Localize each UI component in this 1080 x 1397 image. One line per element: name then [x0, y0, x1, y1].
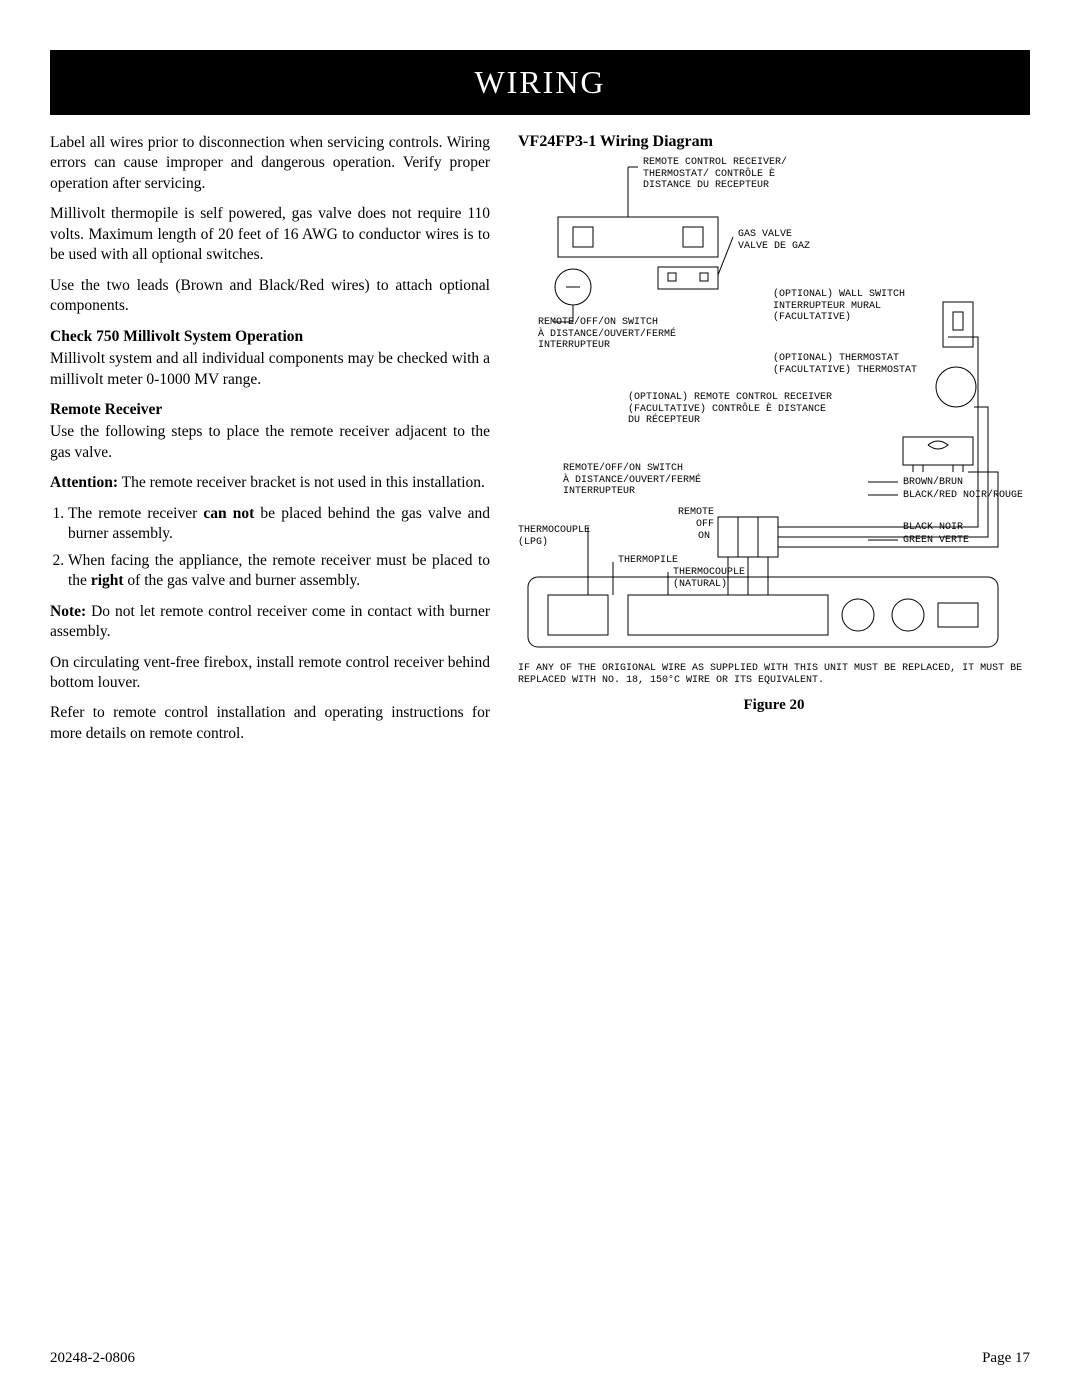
label-wall-switch: (OPTIONAL) WALL SWITCH INTERRUPTEUR MURA…	[773, 289, 905, 324]
page-footer: 20248-2-0806 Page 17	[50, 1350, 1030, 1367]
subhead-remote: Remote Receiver	[50, 400, 490, 420]
label-black-red: BLACK/RED NOIR/ROUGE	[903, 490, 1023, 502]
label-receiver-thermostat: REMOTE CONTROL RECEIVER/ THERMOSTAT/ CON…	[643, 157, 787, 192]
para-attention: Attention: The remote receiver bracket i…	[50, 473, 490, 493]
diagram-footnote: IF ANY OF THE ORIGIONAL WIRE AS SUPPLIED…	[518, 663, 1030, 687]
label-remote-receiver-opt: (OPTIONAL) REMOTE CONTROL RECEIVER (FACU…	[628, 392, 832, 427]
note-label: Note:	[50, 603, 86, 620]
label-on: ON	[698, 531, 710, 543]
label-thermopile: THERMOPILE	[618, 555, 678, 567]
section-banner: WIRING	[50, 50, 1030, 115]
step-1: The remote receiver can not be placed be…	[68, 504, 490, 545]
diagram-title: VF24FP3-1 Wiring Diagram	[518, 133, 1030, 151]
right-column: VF24FP3-1 Wiring Diagram	[518, 133, 1030, 754]
attention-label: Attention:	[50, 474, 118, 491]
footer-left: 20248-2-0806	[50, 1350, 135, 1367]
left-column: Label all wires prior to disconnection w…	[50, 133, 490, 754]
content-columns: Label all wires prior to disconnection w…	[50, 133, 1030, 754]
para-2: Millivolt thermopile is self powered, ga…	[50, 204, 490, 265]
label-off: OFF	[696, 519, 714, 531]
label-black: BLACK NOIR	[903, 522, 963, 534]
label-gas-valve: GAS VALVE VALVE DE GAZ	[738, 229, 810, 252]
label-thermocouple-nat: THERMOCOUPLE (NATURAL)	[673, 567, 745, 590]
label-remote-switch-mid: REMOTE/OFF/ON SWITCH À DISTANCE/OUVERT/F…	[563, 463, 701, 498]
step-2b: right	[91, 572, 124, 589]
para-4: Millivolt system and all individual comp…	[50, 349, 490, 390]
label-remote: REMOTE	[678, 507, 714, 519]
step-2: When facing the appliance, the remote re…	[68, 551, 490, 592]
step-1b: can not	[203, 505, 254, 522]
wiring-diagram: REMOTE CONTROL RECEIVER/ THERMOSTAT/ CON…	[518, 157, 1030, 657]
para-note: Note: Do not let remote control receiver…	[50, 602, 490, 643]
label-green: GREEN VERTE	[903, 535, 969, 547]
attention-text: The remote receiver bracket is not used …	[118, 474, 485, 491]
step-1a: The remote receiver	[68, 505, 203, 522]
para-1: Label all wires prior to disconnection w…	[50, 133, 490, 194]
label-remote-switch-top: REMOTE/OFF/ON SWITCH À DISTANCE/OUVERT/F…	[538, 317, 676, 352]
step-2c: of the gas valve and burner assembly.	[124, 572, 361, 589]
para-9: Refer to remote control installation and…	[50, 703, 490, 744]
para-5: Use the following steps to place the rem…	[50, 422, 490, 463]
subhead-millivolt: Check 750 Millivolt System Operation	[50, 327, 490, 347]
note-text: Do not let remote control receiver come …	[50, 603, 490, 640]
figure-caption: Figure 20	[518, 697, 1030, 714]
footer-right: Page 17	[982, 1350, 1030, 1367]
para-8: On circulating vent-free firebox, instal…	[50, 653, 490, 694]
label-thermocouple-lpg: THERMOCOUPLE (LPG)	[518, 525, 590, 548]
page: WIRING Label all wires prior to disconne…	[0, 0, 1080, 1397]
steps-list: The remote receiver can not be placed be…	[68, 504, 490, 592]
label-thermostat-opt: (OPTIONAL) THERMOSTAT (FACULTATIVE) THER…	[773, 353, 917, 376]
para-3: Use the two leads (Brown and Black/Red w…	[50, 276, 490, 317]
label-brown: BROWN/BRUN	[903, 477, 963, 489]
